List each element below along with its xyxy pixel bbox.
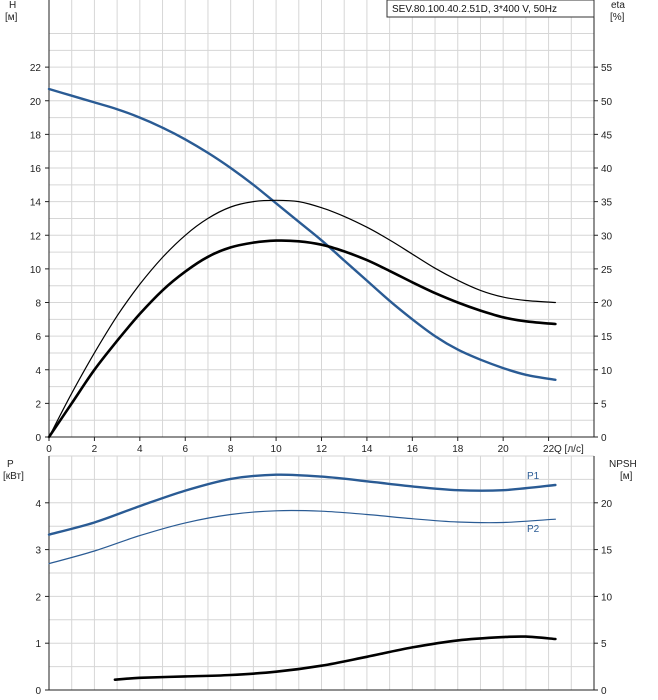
bottom-right-tick-label: 5 [601, 639, 607, 650]
bottom-left-tick-label: 1 [35, 639, 41, 650]
top-left-tick-label: 8 [35, 299, 41, 310]
series-label-p2: P2 [527, 524, 540, 535]
efficiency-curve-thick-line [47, 239, 557, 439]
top-left-axis-ticks: 0 2 4 6 8 10 12 14 16 18 20 22 [30, 63, 49, 444]
bottom-panel-series [47, 473, 557, 681]
top-right-axis-title: eta [611, 0, 625, 11]
top-left-tick-label: 22 [30, 63, 42, 74]
top-right-axis-unit: [%] [610, 12, 625, 23]
top-left-tick-label: 0 [35, 433, 41, 444]
top-right-tick-label: 10 [601, 366, 613, 377]
top-left-tick-label: 16 [30, 164, 42, 175]
top-left-tick-label: 2 [35, 399, 41, 410]
top-right-tick-label: 40 [601, 164, 613, 175]
bottom-left-tick-label: 2 [35, 592, 41, 603]
top-right-tick-label: 5 [601, 399, 607, 410]
bottom-right-axis-title: NPSH [609, 459, 637, 470]
bottom-panel-grid [48, 455, 595, 691]
top-right-tick-label: 30 [601, 231, 613, 242]
model-label: SEV.80.100.40.2.51D, 3*400 V, 50Hz [392, 4, 557, 15]
x-tick-label: 4 [137, 444, 143, 455]
top-right-tick-label: 25 [601, 265, 613, 276]
series-label-p1: P1 [527, 471, 540, 482]
top-left-tick-label: 6 [35, 332, 41, 343]
bottom-right-axis-unit: [м] [620, 471, 633, 482]
top-right-tick-label: 35 [601, 198, 613, 209]
bottom-left-tick-label: 0 [35, 686, 41, 697]
top-right-tick-label: 0 [601, 433, 607, 444]
model-label-box [386, 0, 595, 18]
top-right-tick-label: 55 [601, 63, 613, 74]
top-left-tick-label: 18 [30, 130, 42, 141]
x-tick-label: 8 [228, 444, 234, 455]
x-tick-label: 2 [92, 444, 98, 455]
x-axis-title: Q [л/с] [554, 444, 584, 455]
x-tick-label: 14 [361, 444, 373, 455]
bottom-left-axis-title: P [7, 459, 14, 470]
bottom-left-tick-label: 3 [35, 546, 41, 557]
x-tick-label: 0 [46, 444, 52, 455]
top-right-axis-ticks: 0 5 10 15 20 25 30 35 40 45 50 55 [594, 63, 613, 444]
top-x-axis-ticks: 0 2 4 6 8 10 12 14 16 18 20 22 [46, 437, 555, 455]
head-curve-line [47, 87, 557, 381]
top-left-axis-unit: [м] [5, 12, 18, 23]
top-right-tick-label: 15 [601, 332, 613, 343]
top-left-tick-label: 4 [35, 366, 41, 377]
x-tick-label: 12 [316, 444, 328, 455]
top-left-axis-title: H [9, 0, 16, 11]
bottom-right-tick-label: 10 [601, 592, 613, 603]
top-right-tick-label: 50 [601, 97, 613, 108]
top-left-tick-label: 14 [30, 198, 42, 209]
top-right-tick-label: 20 [601, 299, 613, 310]
power-p1-line [47, 473, 557, 536]
npsh-curve-line [113, 635, 557, 681]
x-tick-label: 10 [271, 444, 283, 455]
top-panel-grid [48, 0, 595, 438]
bottom-left-axis-unit: [кВт] [3, 471, 24, 482]
bottom-left-axis-ticks: 0 1 2 3 4 [35, 499, 49, 697]
x-tick-label: 6 [182, 444, 188, 455]
top-left-tick-label: 10 [30, 265, 42, 276]
x-tick-label: 18 [452, 444, 464, 455]
efficiency-curve-thin-line [48, 199, 556, 438]
top-left-tick-label: 20 [30, 97, 42, 108]
x-tick-label: 22 [543, 444, 555, 455]
bottom-right-tick-label: 20 [601, 499, 613, 510]
power-p2-line [48, 509, 556, 565]
x-tick-label: 16 [407, 444, 419, 455]
top-right-tick-label: 45 [601, 130, 613, 141]
x-tick-label: 20 [498, 444, 510, 455]
top-left-tick-label: 12 [30, 231, 42, 242]
bottom-right-tick-label: 0 [601, 686, 607, 697]
bottom-left-tick-label: 4 [35, 499, 41, 510]
top-panel-series [47, 87, 557, 439]
bottom-right-axis-ticks: 0 5 10 15 20 [594, 499, 613, 697]
bottom-right-tick-label: 15 [601, 546, 613, 557]
